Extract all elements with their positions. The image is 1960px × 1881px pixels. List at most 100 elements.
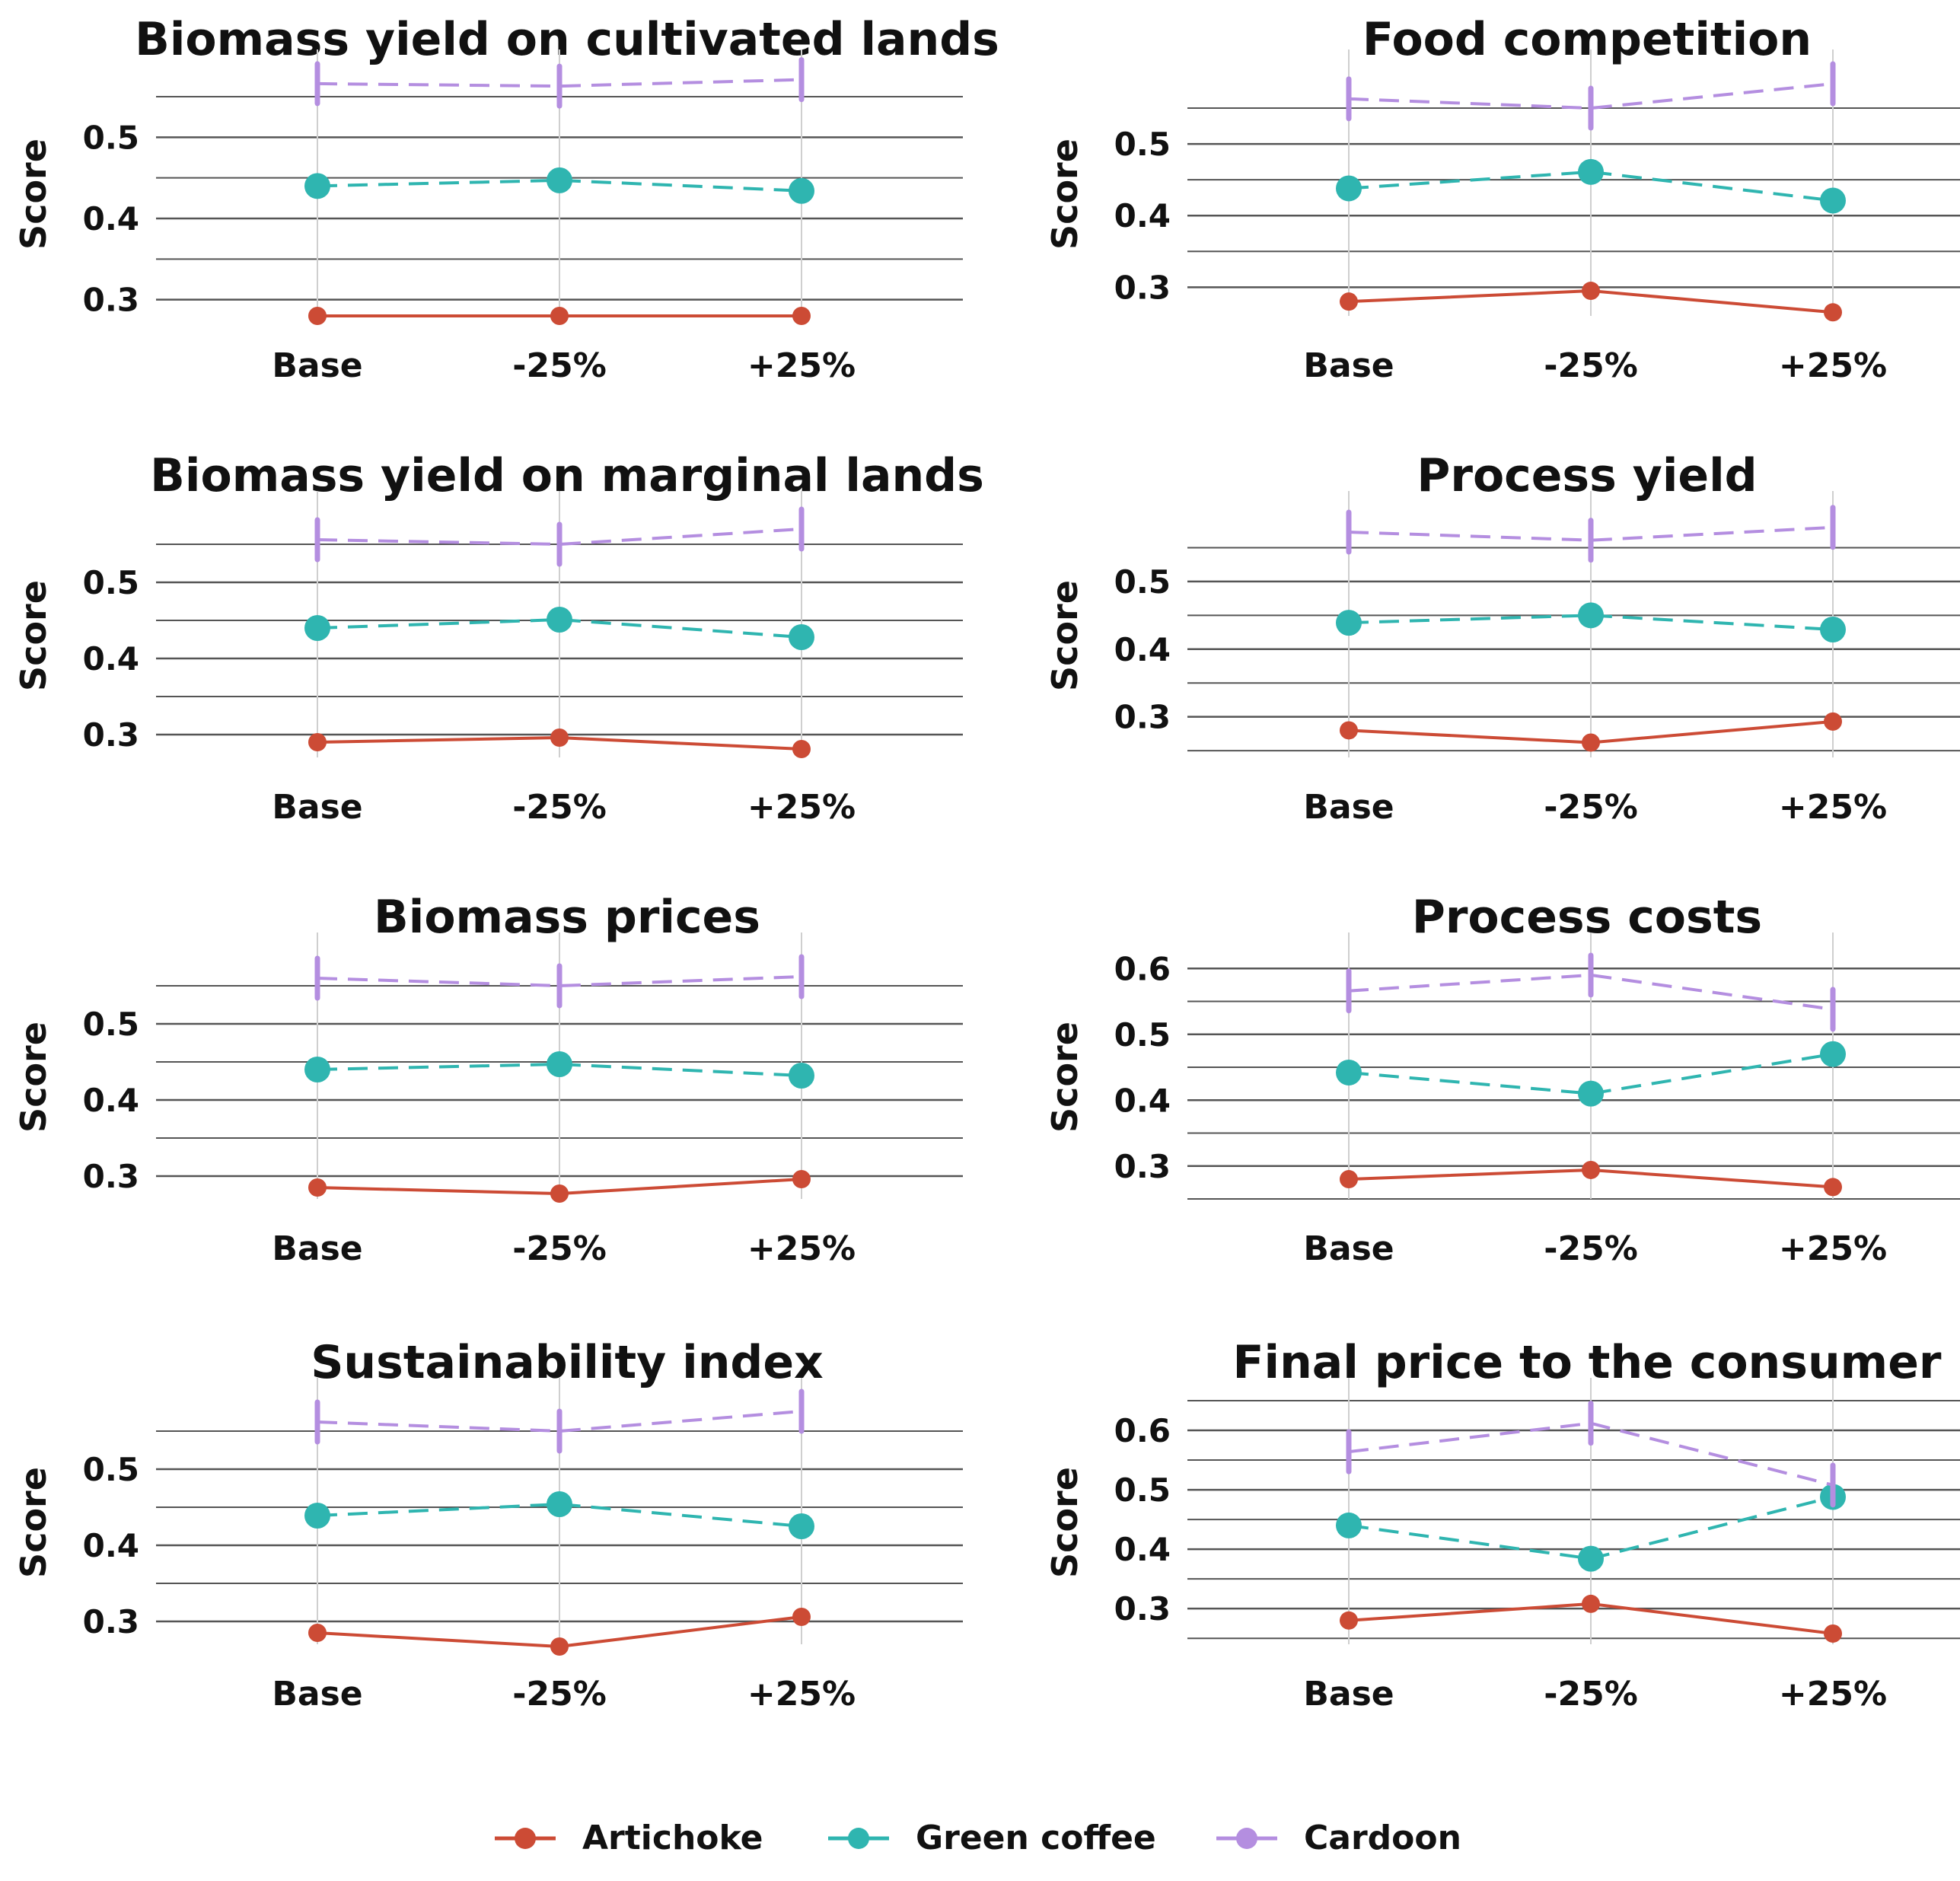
point-green-coffee xyxy=(547,607,572,633)
point-green-coffee xyxy=(1336,1512,1362,1538)
x-tick-label: -25% xyxy=(1544,346,1638,385)
x-tick-label: -25% xyxy=(1544,1229,1638,1268)
legend-marker-green-coffee xyxy=(848,1828,869,1849)
legend-marker-cardoon xyxy=(1236,1828,1257,1849)
y-tick-label: 0.4 xyxy=(1114,631,1171,668)
series-line-green-coffee xyxy=(317,617,802,639)
y-tick-label: 0.5 xyxy=(83,564,139,601)
y-tick-label: 0.3 xyxy=(1114,1590,1171,1628)
point-artichoke xyxy=(792,1170,811,1188)
legend-marker-artichoke xyxy=(515,1828,536,1849)
point-artichoke xyxy=(1340,1170,1358,1189)
point-artichoke xyxy=(1340,721,1358,740)
point-artichoke xyxy=(1824,1178,1842,1197)
legend: Artichoke Green coffee Cardoon xyxy=(495,1819,1461,1857)
x-tick-label: +25% xyxy=(1779,788,1887,827)
point-green-coffee xyxy=(1820,617,1846,642)
panel-title: Biomass prices xyxy=(374,891,760,944)
point-green-coffee xyxy=(1578,602,1604,629)
y-tick-label: 0.5 xyxy=(1114,1471,1171,1509)
legend-label-artichoke: Artichoke xyxy=(582,1819,763,1857)
panel-process-costs: Process costs 0.3 0.4 0.5 0.6 Base -25% +25% Sco… xyxy=(1044,891,1960,1268)
x-tick-label: Base xyxy=(272,788,362,827)
x-tick-label: Base xyxy=(1303,1675,1394,1714)
y-axis-label: Score xyxy=(13,139,54,250)
y-tick-label: 0.3 xyxy=(83,1603,139,1640)
series-line-green-coffee xyxy=(317,1062,802,1077)
series-line-green-coffee xyxy=(317,178,802,193)
point-artichoke xyxy=(308,307,327,325)
y-tick-label: 0.5 xyxy=(83,1006,139,1043)
x-tick-label: +25% xyxy=(747,788,856,827)
point-green-coffee xyxy=(1820,187,1846,214)
series-line-cardoon xyxy=(1348,82,1834,110)
x-tick-label: -25% xyxy=(1544,788,1638,827)
series-line-green-coffee xyxy=(1348,1052,1834,1095)
panel-sustainability-index: Sustainability index 0.3 0.4 0.5 Base -25% +25… xyxy=(13,1336,963,1714)
x-tick-label: +25% xyxy=(747,1675,856,1714)
legend-item-green-coffee: Green coffee xyxy=(828,1819,1156,1857)
panel-title: Final price to the consumer xyxy=(1233,1336,1942,1389)
point-green-coffee xyxy=(1336,1059,1362,1086)
y-tick-label: 0.5 xyxy=(1114,563,1171,601)
y-axis-label: Score xyxy=(1044,139,1085,250)
y-tick-label: 0.5 xyxy=(83,119,139,156)
point-artichoke xyxy=(1824,303,1842,322)
y-axis-label: Score xyxy=(13,1022,54,1133)
point-green-coffee xyxy=(304,1057,330,1082)
y-tick-label: 0.6 xyxy=(1114,1412,1171,1449)
x-tick-label: +25% xyxy=(747,1229,856,1268)
panel-title: Process costs xyxy=(1412,891,1762,944)
y-tick-label: 0.4 xyxy=(1114,1531,1171,1568)
x-tick-label: Base xyxy=(272,1675,362,1714)
y-tick-label: 0.3 xyxy=(83,716,139,754)
series-line-cardoon xyxy=(317,975,802,988)
y-axis-label: Score xyxy=(13,1467,54,1578)
series-line-cardoon xyxy=(1348,525,1834,542)
point-artichoke xyxy=(308,1178,327,1197)
y-tick-label: 0.4 xyxy=(83,1527,139,1564)
point-artichoke xyxy=(308,733,327,751)
panel-biomass-yield-on-marginal-lands: Biomass yield on marginal lands 0.3 0.4 0.5… xyxy=(13,449,984,827)
legend-item-artichoke: Artichoke xyxy=(495,1819,763,1857)
x-tick-label: -25% xyxy=(512,1229,607,1268)
series-line-cardoon xyxy=(317,1410,802,1433)
y-tick-label: 0.3 xyxy=(83,1158,139,1195)
panel-title: Biomass yield on marginal lands xyxy=(150,449,984,502)
series-line-cardoon xyxy=(317,528,802,547)
y-tick-label: 0.4 xyxy=(83,1082,139,1119)
y-tick-label: 0.3 xyxy=(1114,699,1171,736)
point-green-coffee xyxy=(1578,1545,1604,1572)
point-artichoke xyxy=(1582,282,1600,301)
panel-food-competition: Food competition 0.3 0.4 0.5 Base -25% +25% Sco… xyxy=(1044,13,1960,385)
point-green-coffee xyxy=(304,615,330,641)
x-tick-label: -25% xyxy=(512,1675,607,1714)
panel-process-yield: Process yield 0.3 0.4 0.5 Base -25% +25% Score xyxy=(1044,449,1960,827)
point-green-coffee xyxy=(304,1503,330,1529)
point-green-coffee xyxy=(789,624,814,650)
legend-label-green-coffee: Green coffee xyxy=(916,1819,1156,1857)
point-artichoke xyxy=(550,1184,569,1203)
point-artichoke xyxy=(308,1624,327,1642)
series-line-green-coffee xyxy=(317,1502,802,1528)
y-axis-label: Score xyxy=(1044,1022,1085,1133)
x-tick-label: Base xyxy=(1303,788,1394,827)
y-tick-label: 0.5 xyxy=(1114,1016,1171,1054)
point-artichoke xyxy=(550,307,569,325)
series-line-cardoon xyxy=(317,78,802,88)
x-tick-label: +25% xyxy=(1779,1675,1887,1714)
point-green-coffee xyxy=(1578,158,1604,185)
panel-biomass-prices: Biomass prices 0.3 0.4 0.5 Base -25% +25% Score xyxy=(13,891,963,1268)
point-artichoke xyxy=(792,307,811,325)
point-green-coffee xyxy=(304,173,330,199)
y-tick-label: 0.6 xyxy=(1114,950,1171,987)
point-artichoke xyxy=(550,1637,569,1656)
point-artichoke xyxy=(1824,1624,1842,1643)
y-tick-label: 0.3 xyxy=(1114,269,1171,306)
point-artichoke xyxy=(1582,733,1600,752)
point-artichoke xyxy=(1582,1160,1600,1179)
point-green-coffee xyxy=(547,167,572,193)
x-tick-label: -25% xyxy=(512,788,607,827)
point-green-coffee xyxy=(789,177,814,204)
